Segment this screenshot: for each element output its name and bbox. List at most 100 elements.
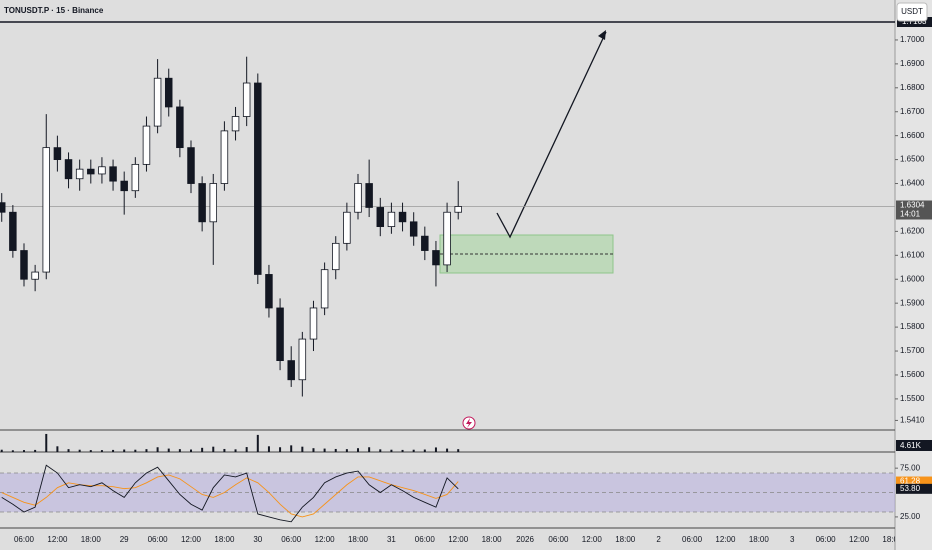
volume-bar — [123, 449, 126, 452]
volume-bar — [100, 450, 103, 452]
candle-body — [153, 77, 162, 127]
x-tick-label: 06:00 — [816, 535, 837, 544]
x-tick-label: 12:00 — [448, 535, 469, 544]
currency-button[interactable] — [896, 2, 928, 22]
x-tick-label: 12:00 — [849, 535, 870, 544]
x-tick-label: 06:00 — [14, 535, 35, 544]
candle-body — [254, 82, 262, 275]
last-price-label: 1.6304 — [900, 201, 925, 210]
candle-body — [176, 106, 184, 149]
candle-body — [87, 168, 95, 175]
candle-body — [187, 147, 195, 184]
candle-body — [276, 307, 284, 362]
candle-body — [53, 147, 62, 160]
candle-body — [20, 250, 28, 280]
volume-bar — [401, 449, 404, 452]
y-tick-label: 1.6800 — [900, 83, 925, 92]
volume-bar — [201, 447, 204, 452]
top-line-badge — [897, 17, 932, 27]
y-tick-label: 1.5800 — [900, 322, 925, 331]
candle-body — [198, 183, 206, 223]
x-tick-label: 3 — [790, 535, 795, 544]
x-tick-label: 06:00 — [281, 535, 302, 544]
volume-bar — [368, 447, 371, 452]
y-tick-label: 1.5410 — [900, 416, 925, 425]
x-tick-label: 2026 — [516, 535, 534, 544]
volume-bar — [245, 447, 248, 452]
rsi-ma-last-label: 61.28 — [900, 477, 921, 486]
candle-body — [265, 274, 273, 309]
volume-bar — [56, 446, 59, 452]
volume-bar — [67, 449, 70, 452]
volume-bar — [446, 448, 449, 452]
rsi-tick-label: 25.00 — [900, 512, 921, 521]
volume-bar — [323, 448, 326, 452]
x-tick-label: 2 — [656, 535, 661, 544]
volume-bar — [457, 449, 460, 452]
candle-body — [209, 183, 218, 223]
x-tick-label: 06:00 — [548, 535, 569, 544]
volume-bar — [178, 449, 181, 452]
volume-badge — [896, 440, 932, 451]
x-tick-label: 18:00 — [615, 535, 636, 544]
candle-body — [75, 168, 84, 180]
y-tick-label: 1.7000 — [900, 35, 925, 44]
x-tick-label: 18:00 — [482, 535, 503, 544]
currency: USDT — [901, 7, 923, 16]
candle-body — [242, 82, 251, 117]
candle-body — [120, 180, 128, 192]
rsi-last-label: 53.80 — [900, 484, 921, 493]
candle-body — [0, 202, 6, 213]
volume-bar — [0, 449, 3, 452]
y-tick-label: 1.6900 — [900, 59, 925, 68]
y-tick-label: 1.5700 — [900, 346, 925, 355]
volume-bar — [390, 449, 393, 452]
y-tick-label: 1.6000 — [900, 274, 925, 283]
chart-title: TONUSDT.P · 15 · Binance — [4, 6, 104, 15]
rsi-tick-label: 75.00 — [900, 463, 921, 472]
volume-bar — [334, 448, 337, 452]
x-tick-label: 30 — [253, 535, 262, 544]
last-price-badge — [896, 200, 932, 220]
candle-body — [42, 147, 51, 273]
volume-bar — [45, 433, 48, 452]
arrow-head — [598, 30, 606, 40]
volume-bar — [267, 446, 270, 452]
candle-body — [376, 207, 385, 227]
candle-body — [443, 211, 451, 266]
volume-bar — [345, 449, 348, 452]
candle-body — [287, 360, 295, 381]
volume-bar — [112, 449, 115, 452]
volume-bar — [434, 447, 437, 452]
candle-body — [164, 77, 173, 108]
candle-body — [142, 125, 151, 165]
candle-body — [332, 242, 340, 271]
candle-body — [109, 166, 117, 182]
volume-bar — [357, 448, 360, 452]
countdown: 14:01 — [900, 210, 921, 219]
x-tick-label: 06:00 — [148, 535, 169, 544]
y-tick-label: 1.6500 — [900, 155, 925, 164]
rsi-ma-badge — [896, 476, 932, 487]
volume-bar — [212, 446, 215, 452]
candle-body — [320, 269, 329, 309]
volume-bar — [279, 447, 282, 452]
rsi-badge — [896, 483, 932, 494]
x-tick-label: 18:00 — [749, 535, 770, 544]
x-tick-label: 06:00 — [682, 535, 703, 544]
candle-body — [454, 206, 462, 213]
candle-body — [231, 116, 240, 132]
volume-bar — [412, 449, 415, 452]
volume-bar — [78, 449, 81, 452]
x-tick-label: 18:00 — [882, 535, 903, 544]
y-tick-label: 1.5600 — [900, 370, 925, 379]
x-tick-label: 29 — [120, 535, 129, 544]
volume-bar — [423, 449, 426, 452]
x-tick-label: 31 — [387, 535, 396, 544]
rsi-ma-line — [1, 474, 459, 518]
price-axis — [895, 0, 932, 550]
candle-body — [409, 221, 418, 237]
x-tick-label: 12:00 — [47, 535, 68, 544]
volume-bar — [379, 449, 382, 452]
